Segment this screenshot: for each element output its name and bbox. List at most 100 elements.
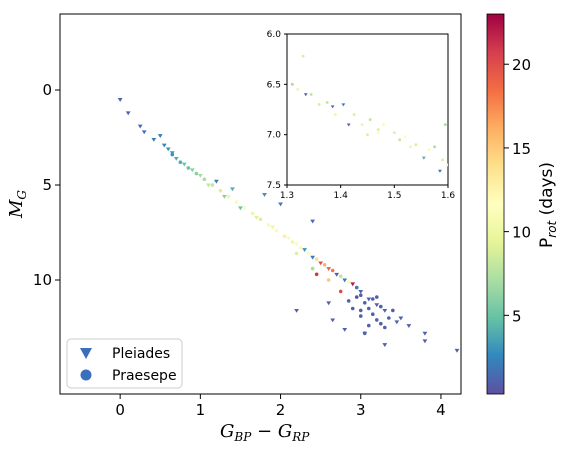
inset-x-tick-label: 1.6 [441, 191, 456, 201]
main-pleiades-point [334, 272, 340, 277]
main-pleiades-point [262, 193, 267, 197]
main-pleiades-point [151, 137, 157, 142]
main-pleiades-point [141, 130, 147, 135]
main-pleiades-point [398, 316, 404, 321]
main-praesepe-point [194, 171, 199, 176]
colorbar-tick-label: 5 [512, 307, 522, 325]
inset-pleiades-point [330, 105, 335, 109]
inset-praesepe-point [296, 87, 300, 91]
inset-praesepe-point [352, 113, 356, 116]
main-praesepe-point [170, 152, 175, 157]
main-pleiades-point [205, 183, 211, 188]
legend-praesepe-label: Praesepe [112, 368, 177, 384]
main-praesepe-point [274, 228, 279, 233]
inset-praesepe-point [409, 145, 412, 149]
legend-pleiades-label: Pleiades [112, 346, 170, 362]
main-pleiades-point [358, 289, 364, 294]
main-praesepe-point [186, 166, 191, 170]
main-x-tick-label: 0 [115, 401, 125, 419]
main-pleiades-point [326, 267, 332, 271]
main-praesepe-point [350, 306, 355, 311]
main-praesepe-point [250, 211, 255, 216]
main-praesepe-point [326, 278, 331, 282]
legend-pleiades-marker [80, 348, 92, 359]
main-praesepe-point [379, 321, 383, 326]
inset-praesepe-point [403, 135, 407, 139]
main-pleiades-point [342, 278, 348, 283]
inset-praesepe-point [290, 82, 294, 86]
inset-plot-frame [286, 33, 449, 186]
main-praesepe-point [362, 331, 367, 336]
inset-x-tick-label: 1.4 [334, 191, 349, 201]
x-axis-title: GBP − GRP [220, 421, 310, 444]
inset-praesepe-point [360, 123, 364, 127]
colorbar-tick-label: 10 [512, 224, 531, 242]
main-praesepe-point [218, 188, 223, 193]
main-y-tick-label: 10 [33, 271, 52, 289]
main-pleiades-point [310, 255, 316, 260]
main-pleiades-point [157, 134, 163, 138]
main-praesepe-point [366, 323, 371, 328]
main-praesepe-point [379, 304, 383, 309]
main-pleiades-point [382, 308, 388, 313]
inset-pleiades-point [421, 156, 426, 160]
main-praesepe-point [310, 266, 315, 271]
inset-praesepe-point [433, 145, 437, 149]
inset-pleiades-point [438, 169, 442, 173]
main-pleiades-point [318, 261, 324, 266]
main-praesepe-point [338, 274, 343, 279]
inset-praesepe-point [309, 92, 313, 96]
main-pleiades-point [326, 301, 332, 306]
main-praesepe-point [362, 301, 367, 305]
main-pleiades-point [294, 308, 299, 313]
main-pleiades-point [181, 162, 187, 167]
legend-box [66, 338, 183, 389]
main-pleiades-point [310, 219, 316, 224]
main-plot-frame [59, 13, 462, 395]
main-praesepe-point [234, 200, 239, 204]
colorbar-label: Prot (days) [537, 162, 559, 248]
inset-praesepe-point [333, 113, 337, 116]
inset-praesepe-point [446, 163, 448, 167]
main-praesepe-point [370, 297, 375, 301]
inset-praesepe-point [441, 158, 445, 162]
main-praesepe-point [210, 183, 215, 187]
inset-y-tick-label: 7.5 [267, 181, 281, 191]
main-x-tick-label: 2 [276, 401, 286, 419]
inset-x-tick-label: 1.5 [387, 191, 401, 201]
main-pleiades-point [286, 236, 291, 241]
main-pleiades-point [394, 320, 400, 325]
main-praesepe-point [202, 177, 207, 182]
colorbar-tick-label: 20 [512, 56, 531, 74]
main-praesepe-point [374, 295, 379, 299]
main-praesepe-point [314, 257, 319, 261]
inset-praesepe-point [368, 118, 372, 121]
main-pleiades-point [117, 98, 123, 102]
main-praesepe-point [322, 263, 327, 267]
main-pleiades-point [213, 179, 219, 184]
inset-pleiades-point [341, 103, 346, 107]
main-praesepe-point [358, 293, 363, 298]
main-pleiades-point [350, 282, 356, 287]
main-praesepe-point [358, 308, 363, 313]
inset-praesepe-point [398, 138, 402, 142]
main-praesepe-point [266, 223, 271, 227]
main-praesepe-point [242, 206, 247, 210]
inset-praesepe-point [317, 103, 321, 106]
colorbar-ticks: 5 10 15 20 [504, 56, 531, 325]
main-pleiades-point [422, 339, 428, 344]
main-praesepe-point [354, 285, 359, 290]
colorbar [486, 13, 505, 395]
main-pleiades-point [278, 202, 283, 207]
inset-y-tick-label: 7.0 [267, 131, 282, 141]
main-pleiades-point [374, 303, 380, 308]
main-pleiades-point [173, 156, 179, 161]
main-pleiades-point [125, 111, 131, 116]
inset-y-tick-label: 6.5 [267, 80, 281, 90]
main-pleiades-point [270, 225, 275, 230]
main-x-tick-label: 3 [356, 401, 366, 419]
main-praesepe-point [258, 217, 263, 221]
main-x-tick-label: 4 [436, 401, 446, 419]
main-pleiades-point [230, 187, 235, 192]
main-praesepe-point [306, 251, 311, 256]
